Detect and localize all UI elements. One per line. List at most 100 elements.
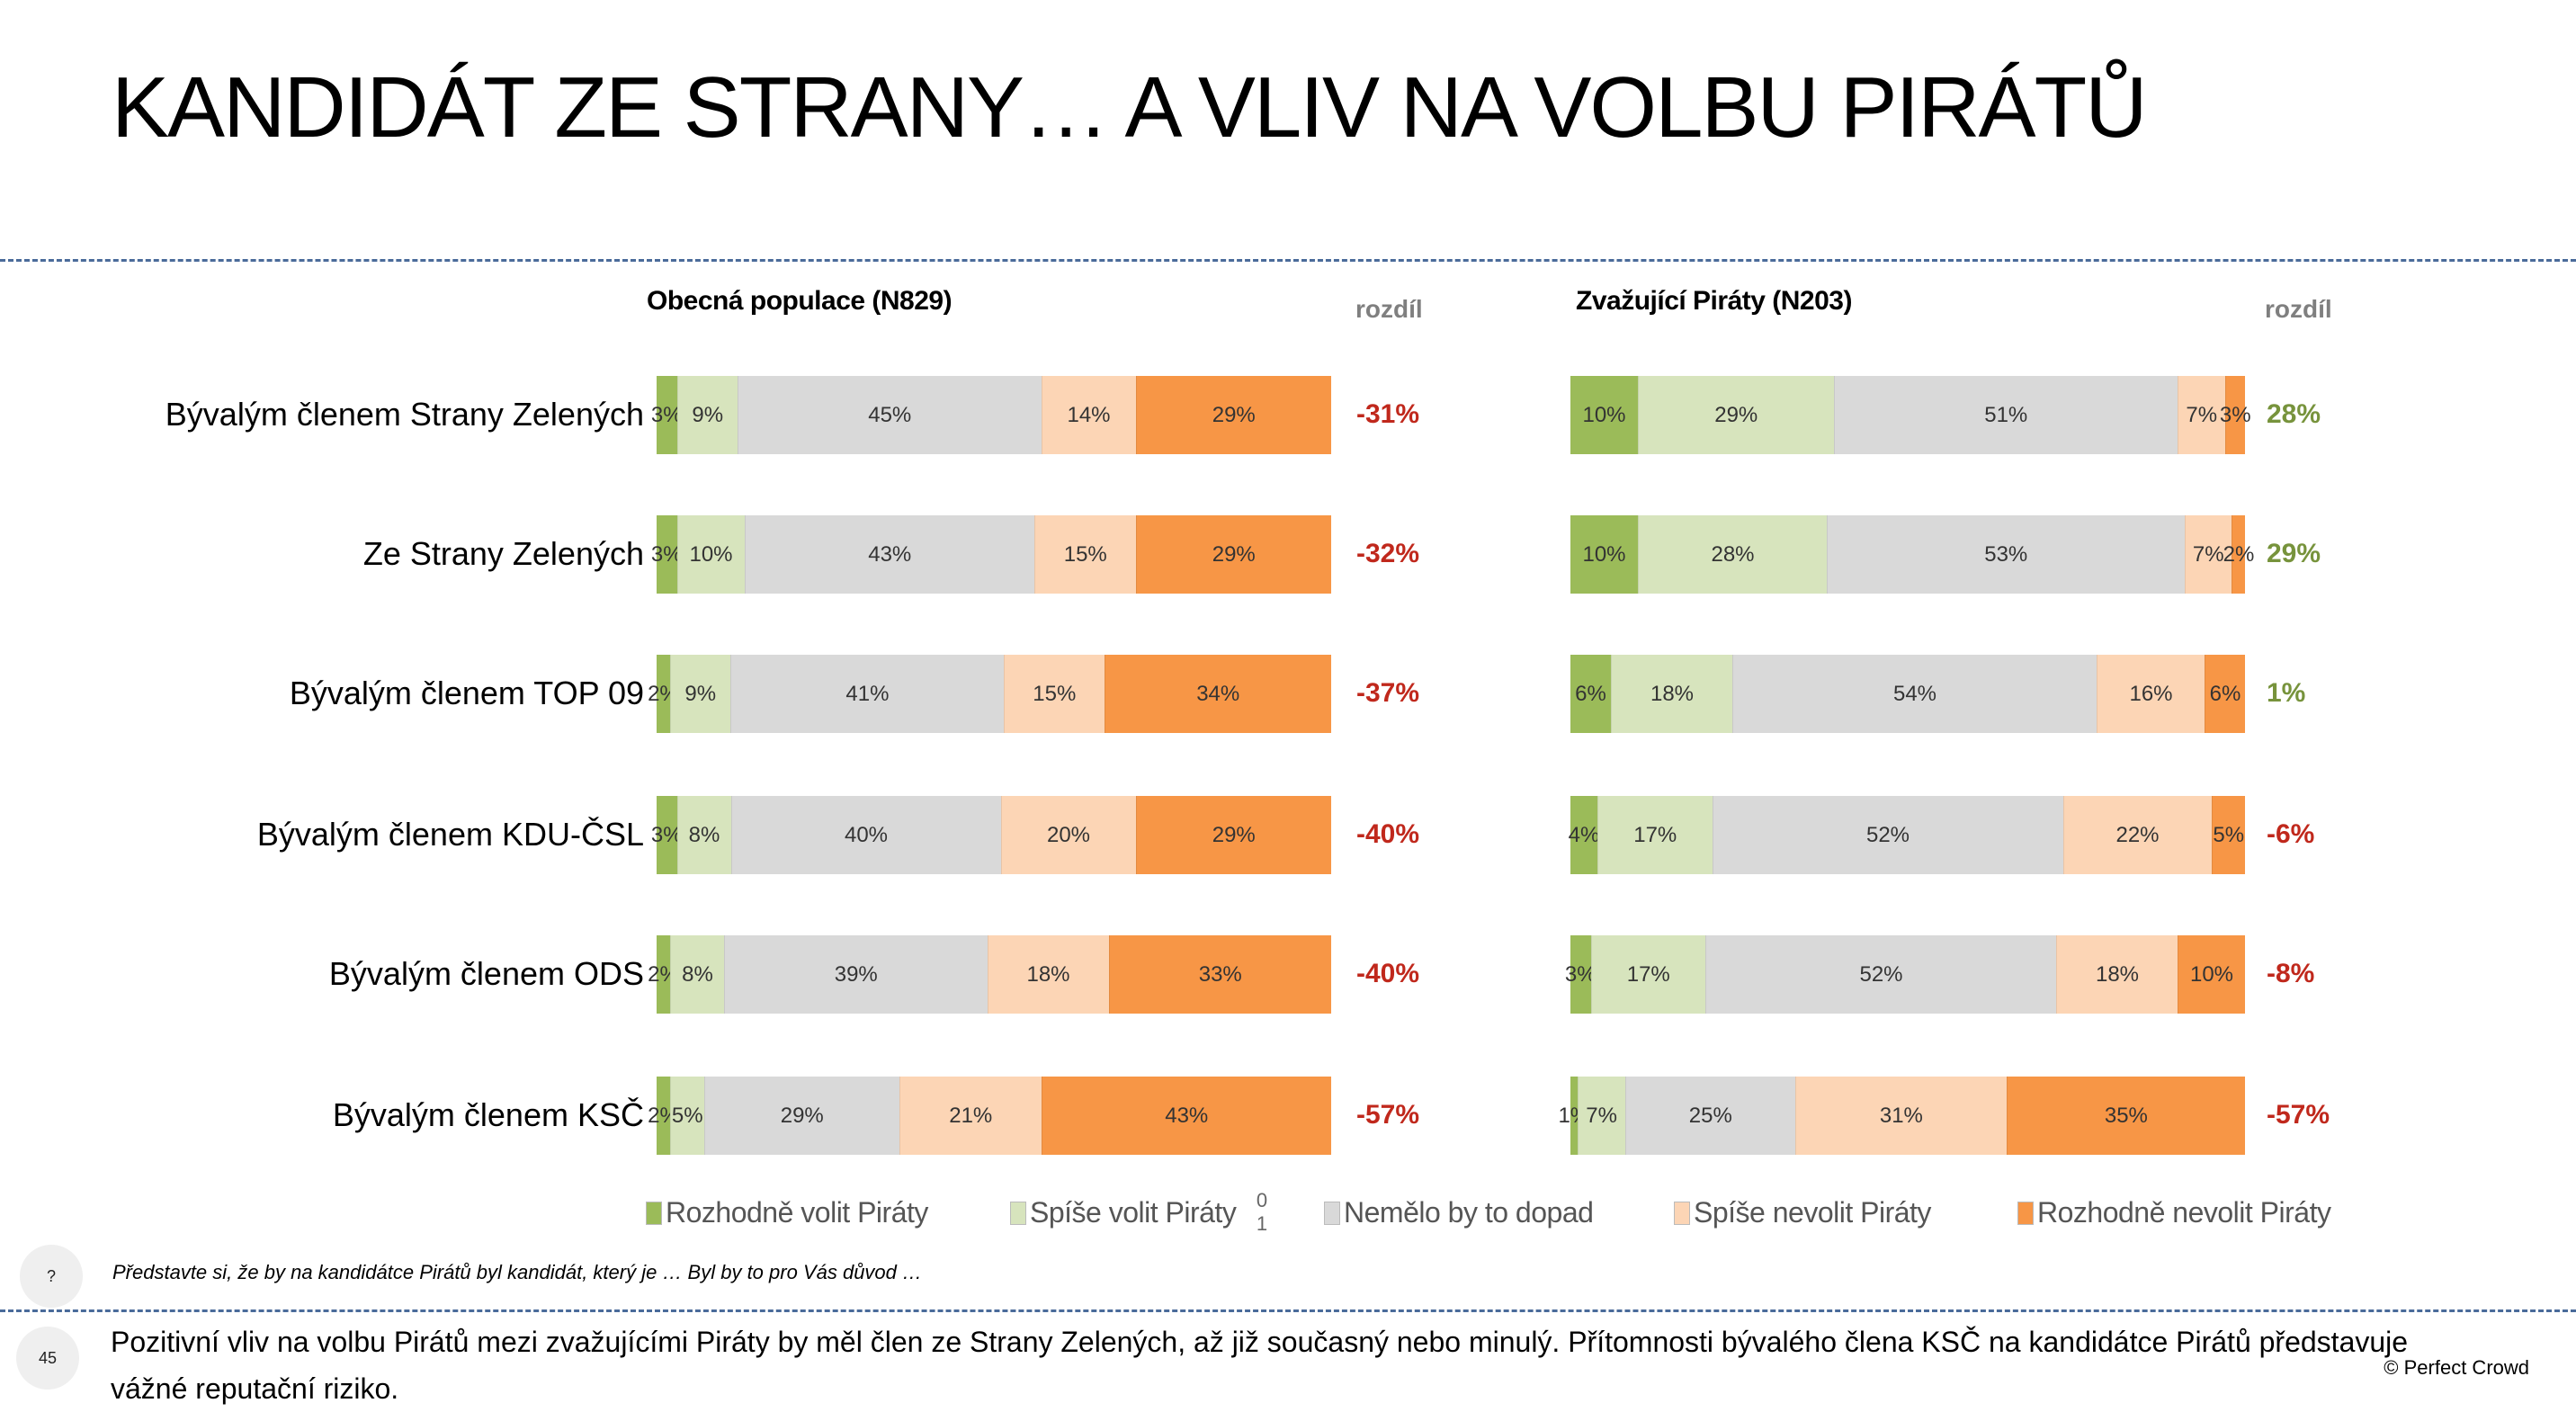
bar-segment-definitely-vote: 10% bbox=[1570, 376, 1638, 454]
bar-segment-rather-not-vote: 7% bbox=[2184, 515, 2232, 594]
data-label: 3% bbox=[2219, 402, 2251, 427]
bar-segment-definitely-not-vote: 3% bbox=[2220, 376, 2251, 454]
data-label: 17% bbox=[1633, 822, 1677, 847]
stacked-bar: 2% 8% 39% 18% 33% bbox=[648, 935, 1331, 1014]
diff-value: -32% bbox=[1356, 539, 1420, 568]
diff-value: -8% bbox=[2267, 959, 2315, 988]
data-label: 41% bbox=[845, 681, 890, 706]
bar-segment-no-effect: 51% bbox=[1833, 376, 2178, 454]
diff-value: -6% bbox=[2267, 819, 2315, 849]
data-label: 4% bbox=[1568, 822, 1600, 847]
bar-segment-definitely-vote: 3% bbox=[1565, 935, 1597, 1014]
data-label: 7% bbox=[1586, 1103, 1617, 1128]
diff-value: 28% bbox=[2267, 399, 2321, 429]
data-label: 7% bbox=[2192, 541, 2224, 567]
bar-segment-definitely-vote: 2% bbox=[648, 1077, 679, 1155]
conclusion-text: Pozitivní vliv na volbu Pirátů mezi zvaž… bbox=[111, 1326, 2409, 1405]
row-label: Bývalým členem Strany Zelených bbox=[165, 396, 644, 433]
data-label: 28% bbox=[1711, 541, 1755, 567]
data-label: 17% bbox=[1626, 961, 1670, 987]
bar-segment-no-effect: 52% bbox=[1712, 796, 2063, 874]
legend-label: Spíše volit Piráty bbox=[1030, 1196, 1237, 1229]
bar-segment-definitely-vote: 1% bbox=[1558, 1077, 1589, 1155]
bar-segment-rather-vote: 28% bbox=[1638, 515, 1827, 594]
bar-segment-definitely-not-vote: 34% bbox=[1104, 655, 1331, 733]
stacked-bar: 3% 10% 43% 15% 29% bbox=[651, 515, 1331, 594]
panel-title-general: Obecná populace (N829) bbox=[647, 286, 953, 316]
copyright: © Perfect Crowd bbox=[2384, 1356, 2529, 1379]
legend-label: Rozhodně nevolit Piráty bbox=[2037, 1196, 2331, 1229]
data-label: 54% bbox=[1892, 681, 1937, 706]
stacked-bar: 6% 18% 54% 16% 6% bbox=[1570, 655, 2245, 733]
bar-segment-definitely-vote: 10% bbox=[1570, 515, 1638, 594]
data-label: 33% bbox=[1198, 961, 1242, 987]
stacked-bar: 1% 7% 25% 31% 35% bbox=[1558, 1077, 2245, 1155]
legend-item: Spíše volit Piráty bbox=[1010, 1196, 1237, 1229]
page-number: 45 bbox=[38, 1348, 58, 1367]
bar-segment-rather-vote: 9% bbox=[676, 376, 738, 454]
stacked-bar: 3% 9% 45% 14% 29% bbox=[651, 376, 1331, 454]
legend-item: Nemělo by to dopad bbox=[1324, 1196, 1594, 1229]
legend-label: Rozhodně volit Piráty bbox=[666, 1196, 928, 1229]
legend-artifact-1: 1 bbox=[1256, 1212, 1268, 1235]
legend-item: Spíše nevolit Piráty bbox=[1674, 1196, 1931, 1229]
bar-segment-no-effect: 52% bbox=[1705, 935, 2056, 1014]
bar-segment-rather-not-vote: 15% bbox=[1004, 655, 1105, 733]
bar-segment-definitely-not-vote: 5% bbox=[2211, 796, 2245, 874]
bar-segment-rather-vote: 5% bbox=[670, 1077, 704, 1155]
data-label: 10% bbox=[1582, 541, 1626, 567]
diff-header-considering: rozdíl bbox=[2265, 295, 2332, 323]
data-label: 52% bbox=[1859, 961, 1903, 987]
bar-segment-no-effect: 53% bbox=[1827, 515, 2185, 594]
bar-segment-no-effect: 43% bbox=[744, 515, 1034, 594]
data-label: 18% bbox=[1650, 681, 1695, 706]
bar-segment-no-effect: 39% bbox=[724, 935, 988, 1014]
data-label: 15% bbox=[1033, 681, 1077, 706]
diff-value: 1% bbox=[2267, 678, 2306, 708]
data-label: 7% bbox=[2186, 402, 2218, 427]
bar-segment-definitely-vote: 3% bbox=[651, 376, 683, 454]
diff-value: -40% bbox=[1356, 819, 1420, 849]
legend-item: Rozhodně nevolit Piráty bbox=[2017, 1196, 2331, 1229]
stacked-bar: 4% 17% 52% 22% 5% bbox=[1568, 796, 2245, 874]
data-label: 29% bbox=[1212, 541, 1256, 567]
diff-value: -37% bbox=[1356, 678, 1420, 708]
data-label: 43% bbox=[1165, 1103, 1209, 1128]
data-label: 15% bbox=[1063, 541, 1107, 567]
legend-label: Spíše nevolit Piráty bbox=[1694, 1196, 1931, 1229]
bar-segment-no-effect: 54% bbox=[1732, 655, 2097, 733]
data-label: 9% bbox=[692, 402, 724, 427]
legend-label: Nemělo by to dopad bbox=[1344, 1196, 1594, 1229]
data-label: 34% bbox=[1196, 681, 1240, 706]
legend-artifact-0: 0 bbox=[1256, 1189, 1268, 1211]
question-icon: ? bbox=[20, 1245, 83, 1308]
data-label: 45% bbox=[868, 402, 912, 427]
bar-segment-no-effect: 29% bbox=[703, 1077, 899, 1155]
stacked-bar: 10% 29% 51% 7% 3% bbox=[1570, 376, 2251, 454]
data-label: 43% bbox=[868, 541, 912, 567]
diff-value: 29% bbox=[2267, 539, 2321, 568]
legend-swatch bbox=[1324, 1201, 1340, 1225]
stacked-bar: 2% 9% 41% 15% 34% bbox=[648, 655, 1331, 733]
bar-segment-rather-vote: 8% bbox=[676, 796, 731, 874]
data-label: 29% bbox=[780, 1103, 824, 1128]
bar-segment-rather-not-vote: 18% bbox=[2056, 935, 2178, 1014]
diff-value: -57% bbox=[2267, 1100, 2330, 1130]
stacked-bar: 3% 17% 52% 18% 10% bbox=[1565, 935, 2245, 1014]
bar-segment-rather-not-vote: 18% bbox=[987, 935, 1109, 1014]
row-label: Bývalým členem ODS bbox=[328, 955, 644, 992]
data-label: 35% bbox=[2104, 1103, 2148, 1128]
bar-segment-definitely-not-vote: 29% bbox=[1135, 515, 1331, 594]
data-label: 53% bbox=[1984, 541, 2028, 567]
bar-segment-rather-vote: 17% bbox=[1590, 935, 1705, 1014]
legend-swatch bbox=[1674, 1201, 1690, 1225]
data-label: 39% bbox=[834, 961, 878, 987]
data-label: 29% bbox=[1212, 822, 1256, 847]
data-label: 10% bbox=[2189, 961, 2234, 987]
bar-segment-definitely-vote: 2% bbox=[648, 935, 679, 1014]
row-label: Bývalým členem KDU-ČSL bbox=[256, 816, 644, 853]
data-label: 6% bbox=[1575, 681, 1606, 706]
data-label: 10% bbox=[689, 541, 733, 567]
stacked-bar: 10% 28% 53% 7% 2% bbox=[1570, 515, 2254, 594]
data-label: 18% bbox=[2095, 961, 2140, 987]
